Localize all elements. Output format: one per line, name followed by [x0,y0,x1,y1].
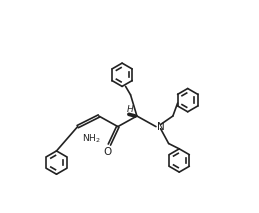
Text: O: O [104,147,112,157]
Text: NH$_2$: NH$_2$ [82,132,101,145]
Text: N: N [157,122,164,132]
Text: H: H [127,105,134,114]
